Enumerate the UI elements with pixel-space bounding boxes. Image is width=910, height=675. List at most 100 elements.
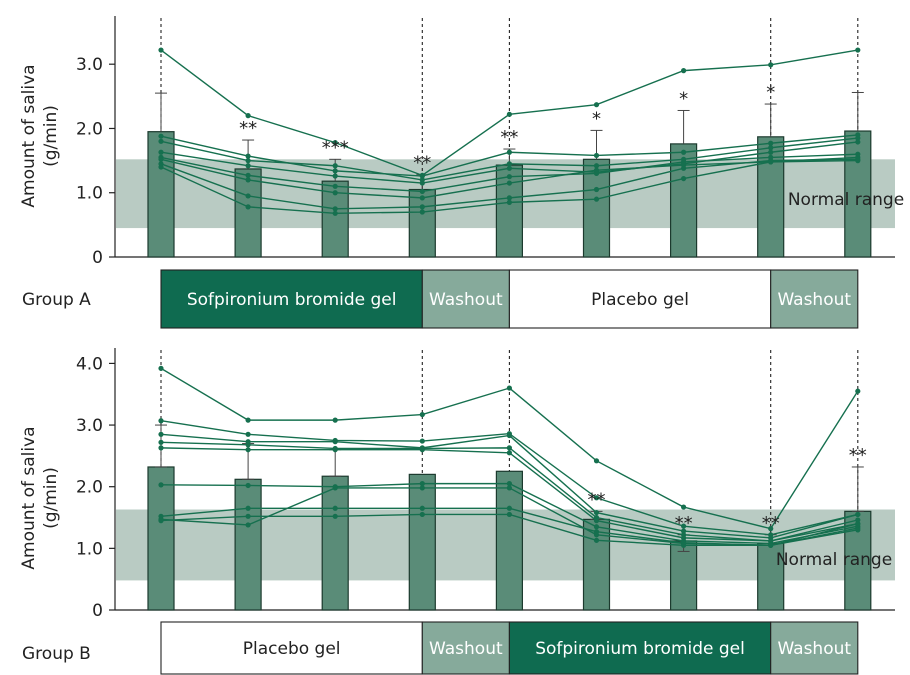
- subject-point: [419, 438, 425, 444]
- y-axis-label-line: (g/min): [41, 467, 61, 529]
- significance-marker: **: [849, 445, 867, 466]
- significance-marker: *: [679, 88, 688, 109]
- significance-marker: ***: [322, 137, 349, 158]
- y-tick-label: 2.0: [76, 119, 103, 139]
- group-label: Group A: [22, 290, 91, 310]
- subject-point: [768, 149, 774, 155]
- subject-point: [332, 140, 338, 146]
- subject-point: [245, 505, 251, 511]
- subject-point: [332, 505, 338, 511]
- mean-bar: [495, 164, 523, 258]
- subject-point: [245, 113, 251, 119]
- significance-marker: **: [500, 127, 518, 148]
- subject-point: [332, 210, 338, 216]
- subject-point: [332, 417, 338, 423]
- subject-point: [158, 133, 164, 139]
- phase-label: Washout: [429, 639, 503, 659]
- subject-point: [681, 542, 687, 548]
- phase-label: Placebo gel: [591, 290, 689, 310]
- subject-point: [593, 524, 600, 530]
- subject-point: [506, 505, 512, 511]
- subject-point: [506, 432, 512, 439]
- subject-point: [245, 447, 251, 453]
- phase-label: Washout: [777, 639, 851, 659]
- mean-bar: [495, 470, 523, 611]
- y-tick-label: 1.0: [76, 539, 103, 559]
- significance-marker: **: [239, 118, 257, 139]
- subject-point: [681, 528, 687, 534]
- subject-point: [332, 513, 338, 519]
- subject-point: [419, 511, 425, 518]
- significance-marker: **: [413, 153, 431, 174]
- subject-point: [506, 149, 512, 155]
- group-label: Group B: [22, 644, 91, 664]
- subject-point: [245, 158, 251, 164]
- mean-bar: [408, 188, 436, 258]
- subject-point: [419, 180, 425, 186]
- y-tick-label: 4.0: [76, 354, 103, 374]
- subject-point: [506, 385, 512, 391]
- subject-point: [332, 206, 338, 212]
- y-tick-label: 1.0: [76, 184, 103, 204]
- subject-point: [593, 458, 600, 464]
- subject-point: [158, 445, 164, 451]
- subject-point: [506, 165, 512, 171]
- subject-point: [158, 149, 164, 155]
- subject-point: [332, 447, 338, 453]
- subject-point: [768, 159, 774, 165]
- subject-point: [506, 450, 512, 456]
- subject-point: [158, 418, 164, 424]
- subject-point: [419, 447, 425, 453]
- subject-point: [245, 163, 251, 169]
- subject-point: [593, 196, 600, 202]
- subject-point: [245, 172, 251, 178]
- subject-point: [855, 388, 861, 394]
- subject-point: [768, 542, 774, 548]
- phase-label: Washout: [429, 290, 503, 310]
- subject-point: [245, 513, 251, 519]
- subject-point: [419, 505, 425, 511]
- subject-point: [855, 527, 861, 533]
- mean-bar: [234, 168, 262, 258]
- phase-label: Sofpironium bromide gel: [187, 290, 397, 310]
- subject-point: [593, 537, 600, 543]
- subject-point: [593, 167, 600, 173]
- phase-box: [770, 621, 859, 675]
- significance-marker: **: [762, 513, 780, 534]
- subject-point: [855, 517, 861, 523]
- subject-point: [158, 431, 164, 437]
- subject-point: [332, 439, 338, 445]
- subject-point: [158, 365, 164, 371]
- subject-point: [245, 431, 251, 437]
- subject-point: [593, 186, 600, 193]
- group-b-panel: 0 1.0 2.0 3.0 4.0 Amount of saliva (g/min) ** **…: [19, 348, 895, 675]
- subject-point: [245, 482, 251, 489]
- mean-bar: [408, 473, 436, 611]
- subject-point: [158, 47, 164, 53]
- subject-point: [768, 526, 774, 532]
- phase-box: [770, 269, 859, 329]
- subject-point: [681, 504, 687, 510]
- y-axis-label-line: Amount of saliva: [19, 64, 39, 207]
- subject-point: [245, 177, 251, 183]
- mean-bar: [234, 478, 262, 611]
- subject-point: [506, 174, 512, 180]
- y-axis-label: Amount of saliva (g/min): [19, 426, 61, 569]
- subject-point: [419, 411, 425, 418]
- subject-point: [681, 175, 687, 182]
- subject-point: [855, 135, 861, 141]
- subject-point: [855, 158, 861, 164]
- subject-point: [593, 102, 600, 108]
- subject-point: [419, 485, 425, 491]
- y-tick-label: 3.0: [76, 55, 103, 75]
- normal-range-label: Normal range: [788, 190, 904, 210]
- y-axis-label-line: Amount of saliva: [19, 426, 39, 569]
- subject-point: [506, 199, 512, 205]
- y-tick-label: 0: [92, 601, 103, 621]
- phase-box: [508, 269, 772, 329]
- phase-label: Washout: [777, 290, 851, 310]
- subject-point: [855, 139, 861, 145]
- phase-box: [421, 621, 510, 675]
- subject-point: [593, 152, 600, 159]
- significance-marker: **: [675, 513, 693, 534]
